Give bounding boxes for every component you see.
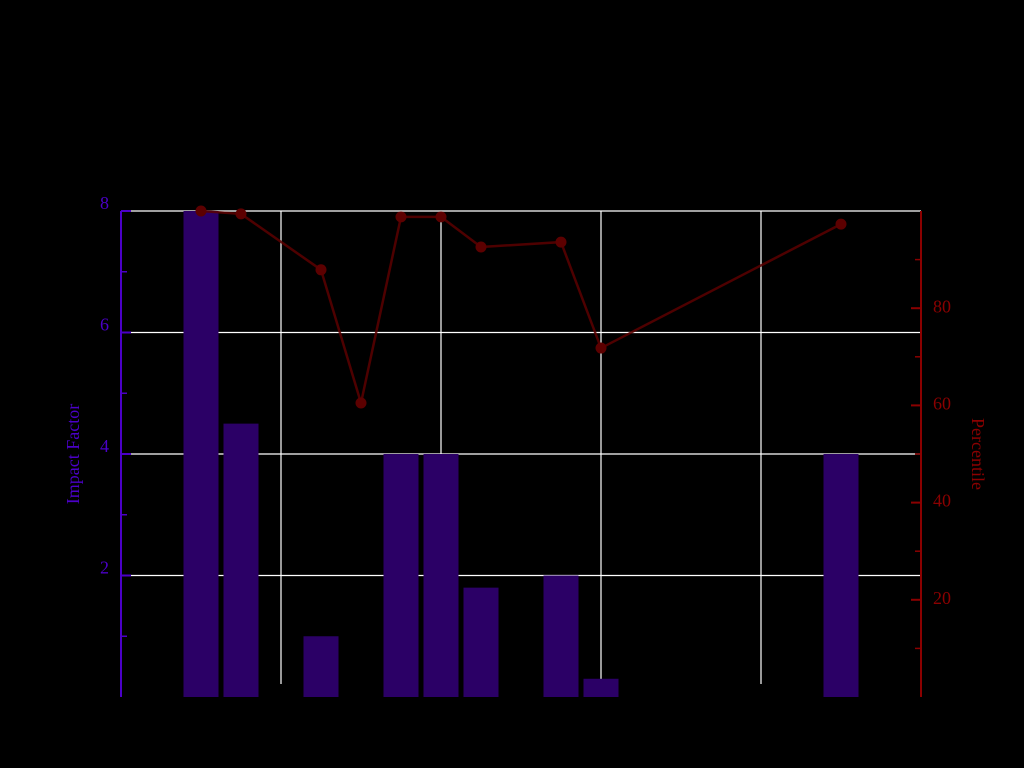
point [595,342,607,354]
bar [383,454,419,697]
y-tick-label: 8 [100,193,109,213]
y2-tick-label: 40 [933,491,951,511]
bar [183,211,219,697]
point [555,236,567,248]
point [355,397,367,409]
point [195,205,207,217]
y-axis-label: Impact Factor [63,404,83,504]
bar [543,575,579,697]
point [435,211,447,223]
y-tick-label: 2 [100,558,109,578]
point [235,208,247,220]
bar [823,454,859,697]
x-tick-label: 16 [752,705,770,725]
y2-tick-label: 20 [933,588,951,608]
point [315,264,327,276]
y-tick-label: 4 [100,436,109,456]
bar [583,678,619,697]
bar [463,587,499,697]
y-tick-label: 6 [100,315,109,335]
bar [223,423,259,697]
x-tick-label: 12 [592,705,610,725]
y2-tick-label: 80 [933,296,951,316]
bar [423,454,459,697]
point [395,211,407,223]
x-tick-label: 8 [437,705,446,725]
y2-tick-label: 60 [933,394,951,414]
bar [303,636,339,697]
point [835,218,847,230]
x-tick-label: 4 [277,705,286,725]
line [200,209,842,404]
y2-axis-label: Percentile [968,418,988,490]
point [475,241,487,253]
